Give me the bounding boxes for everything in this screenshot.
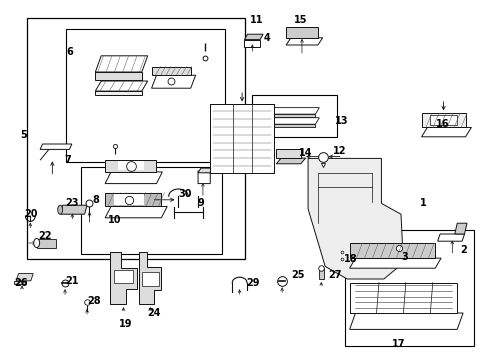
Text: 28: 28 bbox=[87, 296, 101, 306]
Polygon shape bbox=[37, 238, 56, 248]
Polygon shape bbox=[114, 270, 133, 283]
Polygon shape bbox=[40, 144, 72, 149]
Polygon shape bbox=[60, 205, 87, 214]
Polygon shape bbox=[14, 281, 26, 284]
Polygon shape bbox=[110, 252, 137, 304]
Bar bbox=[27, 18, 244, 259]
Polygon shape bbox=[198, 168, 213, 173]
Text: 15: 15 bbox=[293, 15, 307, 25]
Polygon shape bbox=[349, 283, 456, 313]
Bar bbox=[66, 29, 224, 162]
Polygon shape bbox=[349, 258, 440, 268]
Text: 29: 29 bbox=[246, 278, 260, 288]
Polygon shape bbox=[151, 75, 195, 88]
Text: 24: 24 bbox=[147, 308, 161, 318]
Polygon shape bbox=[113, 194, 144, 205]
Polygon shape bbox=[285, 27, 317, 38]
Polygon shape bbox=[307, 158, 403, 279]
Bar bbox=[210, 104, 273, 173]
Polygon shape bbox=[105, 172, 162, 184]
Polygon shape bbox=[256, 124, 315, 127]
Polygon shape bbox=[276, 158, 305, 164]
Ellipse shape bbox=[58, 205, 62, 214]
Polygon shape bbox=[139, 252, 161, 304]
Text: 11: 11 bbox=[249, 15, 263, 25]
Text: 21: 21 bbox=[65, 276, 79, 286]
Text: 16: 16 bbox=[435, 119, 448, 129]
Polygon shape bbox=[256, 118, 319, 124]
Polygon shape bbox=[421, 113, 465, 127]
Polygon shape bbox=[421, 127, 470, 137]
Polygon shape bbox=[105, 206, 167, 218]
Polygon shape bbox=[105, 193, 161, 206]
Polygon shape bbox=[276, 149, 300, 158]
Text: 4: 4 bbox=[263, 33, 269, 43]
Polygon shape bbox=[244, 40, 260, 47]
Text: 10: 10 bbox=[108, 215, 122, 225]
Text: 13: 13 bbox=[334, 116, 347, 126]
Polygon shape bbox=[40, 149, 49, 160]
Text: 23: 23 bbox=[65, 198, 79, 208]
Bar bbox=[81, 167, 222, 254]
Text: 22: 22 bbox=[39, 231, 52, 241]
Polygon shape bbox=[256, 108, 319, 114]
Polygon shape bbox=[95, 72, 142, 80]
Polygon shape bbox=[105, 160, 156, 172]
Polygon shape bbox=[349, 243, 434, 258]
Ellipse shape bbox=[34, 238, 40, 248]
Polygon shape bbox=[244, 34, 263, 40]
Text: 27: 27 bbox=[327, 270, 341, 280]
Polygon shape bbox=[95, 56, 147, 72]
Polygon shape bbox=[16, 274, 33, 281]
Text: 17: 17 bbox=[391, 339, 405, 349]
Polygon shape bbox=[95, 91, 142, 95]
Polygon shape bbox=[454, 223, 466, 234]
Polygon shape bbox=[256, 114, 315, 117]
Text: 2: 2 bbox=[459, 245, 466, 255]
Text: 26: 26 bbox=[14, 278, 28, 288]
Polygon shape bbox=[285, 38, 322, 45]
Polygon shape bbox=[198, 171, 210, 184]
Polygon shape bbox=[437, 234, 464, 241]
Text: 9: 9 bbox=[197, 198, 203, 208]
Text: 19: 19 bbox=[119, 319, 133, 329]
Polygon shape bbox=[118, 161, 143, 170]
Text: 14: 14 bbox=[299, 148, 312, 158]
Polygon shape bbox=[210, 104, 273, 173]
Text: 6: 6 bbox=[66, 47, 73, 57]
Text: 1: 1 bbox=[419, 198, 426, 208]
Text: 8: 8 bbox=[92, 195, 99, 205]
Polygon shape bbox=[151, 67, 190, 75]
Polygon shape bbox=[95, 81, 147, 91]
Text: 30: 30 bbox=[178, 189, 191, 199]
Text: 3: 3 bbox=[401, 252, 407, 262]
Polygon shape bbox=[142, 272, 159, 286]
Text: 12: 12 bbox=[332, 146, 346, 156]
Bar bbox=[251, 95, 337, 137]
Text: 25: 25 bbox=[291, 270, 305, 280]
Text: 20: 20 bbox=[24, 209, 38, 219]
Polygon shape bbox=[395, 248, 400, 261]
Polygon shape bbox=[318, 268, 323, 279]
Polygon shape bbox=[349, 313, 462, 329]
Text: 5: 5 bbox=[20, 130, 27, 140]
Text: 18: 18 bbox=[344, 254, 357, 264]
Bar bbox=[344, 230, 473, 346]
Polygon shape bbox=[429, 114, 456, 125]
Text: 7: 7 bbox=[64, 155, 71, 165]
